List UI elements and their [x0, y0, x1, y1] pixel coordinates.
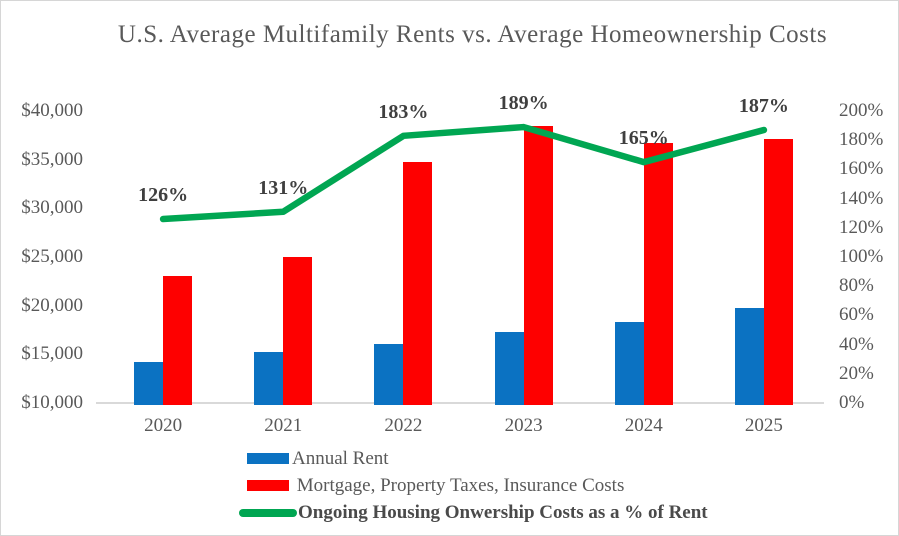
- bar-ownership-costs-2025: [763, 139, 793, 405]
- legend: Annual Rent Mortgage, Property Taxes, In…: [239, 445, 708, 526]
- bar-annual-rent-2021: [254, 352, 284, 405]
- y-axis-tick-left: $10,000: [21, 392, 83, 413]
- legend-swatch-ownership-pct: [239, 508, 297, 517]
- x-axis-tick-2023: 2023: [504, 415, 543, 436]
- y-axis-tick-right: 140%: [839, 187, 884, 209]
- y-axis-tick-left: $40,000: [21, 100, 83, 121]
- line-data-label-2022: 183%: [378, 100, 429, 123]
- y-axis-tick-right: 80%: [839, 275, 874, 297]
- bar-annual-rent-2023: [494, 331, 524, 405]
- bar-ownership-costs-2020: [163, 276, 193, 405]
- x-axis-line: [96, 402, 824, 404]
- chart-title: U.S. Average Multifamily Rents vs. Avera…: [117, 21, 828, 48]
- bar-ownership-costs-2021: [283, 257, 313, 405]
- y-axis-tick-right: 40%: [839, 333, 874, 355]
- x-axis-tick-2025: 2025: [744, 415, 783, 436]
- y-axis-tick-right: 180%: [839, 129, 884, 151]
- y-axis-tick-right: 20%: [839, 362, 874, 384]
- bar-annual-rent-2022: [374, 343, 404, 405]
- line-data-label-2021: 131%: [258, 176, 309, 199]
- y-axis-tick-right: 120%: [839, 216, 884, 238]
- legend-swatch-ownership-costs: [247, 480, 289, 491]
- legend-swatch-annual-rent: [247, 453, 289, 464]
- line-data-label-2025: 187%: [738, 94, 789, 117]
- y-axis-tick-left: $20,000: [21, 294, 83, 316]
- x-axis-tick-2020: 2020: [144, 415, 183, 436]
- x-axis-tick-2021: 2021: [264, 415, 303, 436]
- y-axis-tick-right: 100%: [839, 246, 884, 267]
- x-axis-tick-2024: 2024: [624, 415, 663, 436]
- bar-ownership-costs-2022: [403, 161, 433, 405]
- y-axis-tick-right: 200%: [839, 100, 884, 121]
- y-axis-tick-left: $30,000: [21, 197, 83, 219]
- y-axis-tick-left: $15,000: [21, 343, 83, 365]
- legend-label-ownership-pct: Ongoing Housing Onwership Costs as a % o…: [298, 501, 708, 523]
- x-axis-tick-2022: 2022: [384, 415, 423, 436]
- bar-ownership-costs-2023: [523, 125, 553, 405]
- legend-label-annual-rent: Annual Rent: [292, 447, 389, 469]
- legend-item-ownership-costs: Mortgage, Property Taxes, Insurance Cost…: [239, 472, 708, 499]
- bar-annual-rent-2024: [614, 322, 644, 405]
- legend-item-annual-rent: Annual Rent: [239, 445, 708, 472]
- y-axis-tick-right: 160%: [839, 158, 884, 180]
- legend-label-ownership-costs: Mortgage, Property Taxes, Insurance Cost…: [292, 474, 625, 496]
- line-data-label-2020: 126%: [138, 184, 189, 207]
- y-axis-tick-left: $25,000: [21, 246, 83, 267]
- legend-item-ownership-pct: Ongoing Housing Onwership Costs as a % o…: [239, 499, 708, 526]
- line-data-label-2024: 165%: [618, 127, 669, 150]
- y-axis-tick-right: 60%: [839, 304, 874, 326]
- y-axis-tick-right: 0%: [839, 392, 865, 413]
- bar-ownership-costs-2024: [643, 143, 673, 405]
- line-data-label-2023: 189%: [498, 92, 549, 115]
- bar-annual-rent-2020: [134, 362, 164, 405]
- y-axis-tick-left: $35,000: [21, 148, 83, 170]
- bar-annual-rent-2025: [734, 307, 764, 405]
